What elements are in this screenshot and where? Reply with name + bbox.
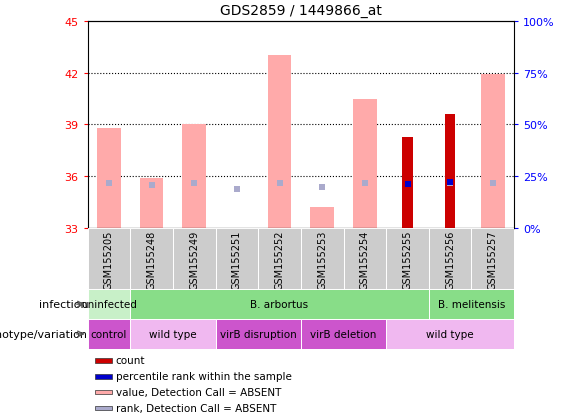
Text: count: count (116, 356, 145, 366)
Bar (258, 228, 301, 290)
Text: GSM155205: GSM155205 (104, 230, 114, 290)
Bar (402, 137, 413, 228)
Text: B. arbortus: B. arbortus (250, 299, 308, 309)
Title: GDS2859 / 1449866_at: GDS2859 / 1449866_at (220, 4, 382, 18)
Text: GSM155251: GSM155251 (232, 230, 242, 290)
Text: genotype/variation: genotype/variation (0, 329, 88, 339)
Bar (131, 290, 429, 319)
Text: GSM155249: GSM155249 (189, 230, 199, 290)
Bar (386, 228, 429, 290)
Text: virB disruption: virB disruption (220, 329, 297, 339)
Bar (182, 125, 206, 228)
Text: uninfected: uninfected (81, 299, 137, 309)
Text: B. melitensis: B. melitensis (438, 299, 505, 309)
Text: GSM155255: GSM155255 (402, 230, 412, 290)
Bar (344, 228, 386, 290)
Bar (97, 128, 121, 228)
Bar (471, 228, 514, 290)
Bar (301, 319, 386, 349)
Text: GSM155256: GSM155256 (445, 230, 455, 290)
Text: wild type: wild type (427, 329, 474, 339)
Bar (95, 389, 112, 394)
Text: virB deletion: virB deletion (310, 329, 377, 339)
Text: infection: infection (39, 299, 88, 309)
Bar (445, 115, 455, 228)
Bar (88, 290, 131, 319)
Text: GSM155253: GSM155253 (317, 230, 327, 290)
Bar (173, 228, 215, 290)
Text: percentile rank within the sample: percentile rank within the sample (116, 372, 292, 382)
Bar (88, 228, 131, 290)
Bar (95, 406, 112, 410)
Text: wild type: wild type (149, 329, 197, 339)
Bar (429, 290, 514, 319)
Text: GSM155252: GSM155252 (275, 230, 285, 290)
Bar (216, 319, 301, 349)
Bar (140, 178, 163, 228)
Bar (301, 228, 344, 290)
Bar (429, 228, 471, 290)
Text: rank, Detection Call = ABSENT: rank, Detection Call = ABSENT (116, 403, 276, 413)
Bar (386, 319, 514, 349)
Text: control: control (91, 329, 127, 339)
Bar (268, 56, 292, 228)
Bar (95, 358, 112, 363)
Text: GSM155257: GSM155257 (488, 230, 498, 290)
Bar (131, 319, 216, 349)
Bar (88, 319, 131, 349)
Text: GSM155248: GSM155248 (146, 230, 157, 290)
Bar (353, 99, 377, 228)
Bar (310, 208, 334, 228)
Bar (216, 228, 258, 290)
Bar (131, 228, 173, 290)
Bar (95, 374, 112, 379)
Text: GSM155254: GSM155254 (360, 230, 370, 290)
Text: value, Detection Call = ABSENT: value, Detection Call = ABSENT (116, 387, 281, 397)
Bar (481, 75, 505, 228)
